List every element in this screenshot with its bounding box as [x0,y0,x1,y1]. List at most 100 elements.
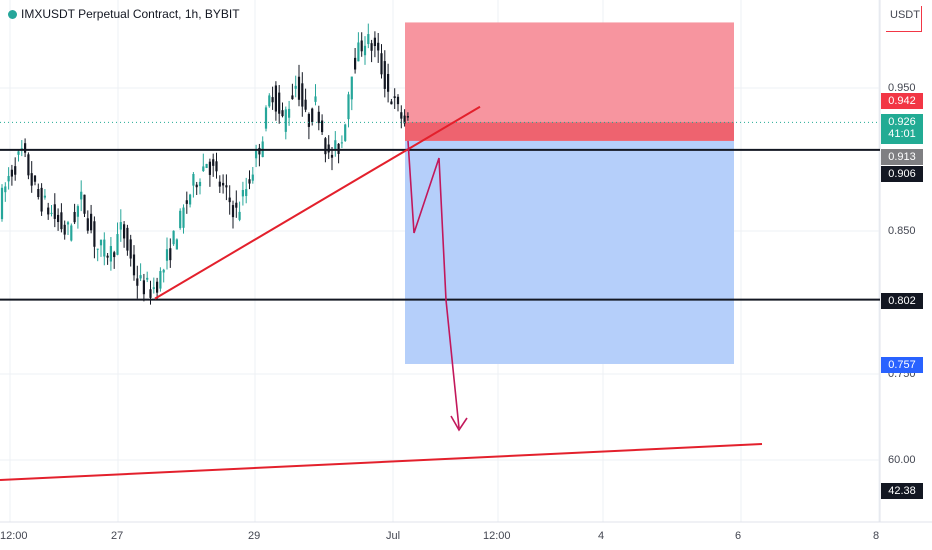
candle-body [228,197,231,203]
candle-body [357,42,360,62]
candle-body [10,169,13,177]
candle-body [123,224,126,239]
candle-body [212,159,215,166]
candle-body [205,163,208,168]
entry-price-tag: 0.913 [881,149,923,165]
support-price-tag: 0.802 [881,293,923,309]
candle-body [390,101,393,105]
candle-body [278,92,281,114]
candle-body [258,147,261,155]
candle-body [307,114,310,127]
candle-body [274,85,277,112]
candle-body [136,278,139,286]
trend-line [154,105,481,300]
candle-body [152,287,155,289]
candle-body [291,95,294,100]
candle-body [304,99,307,110]
candle-body [284,109,287,132]
candle-body [106,255,109,258]
candle-body [231,205,235,218]
candle-body [76,206,79,217]
candle-body [248,179,251,184]
candle-body [179,210,182,229]
candle-body [156,281,159,293]
candle-body [222,182,225,186]
candle-body [14,166,17,175]
candle-body [377,42,380,51]
candle-body [192,174,195,186]
candle-body [169,248,172,261]
candle-body [103,239,106,257]
open-loss-zone [405,122,734,141]
candle-body [387,73,390,92]
candle-body [337,143,340,154]
candle-body [146,277,149,280]
candle-body [0,187,4,220]
candle-body [268,95,271,107]
last-price-tag: 0.926 41:01 [881,114,923,144]
candle-body [73,211,76,223]
candle-body [317,111,320,124]
candle-body [96,248,99,250]
candle-body [30,173,33,186]
time-tick: 12:00 [483,530,511,542]
candle-body [83,194,86,214]
currency-label[interactable]: USDT [886,6,922,32]
candle-body [350,76,353,100]
drawing-overlays [0,105,880,481]
extra-price-tag: 42.38 [881,483,923,499]
candle-body [175,239,178,250]
candle-body [142,280,145,295]
candle-body [149,289,152,298]
candle-body [334,140,337,149]
candle-body [225,185,228,188]
candle-body [165,249,169,261]
candle-body [363,45,367,56]
time-tick: 4 [598,530,605,542]
candle-body [255,149,258,159]
candle-body [86,218,89,231]
stop-loss-zone [405,22,734,141]
candle-body [393,96,396,99]
candle-body [50,212,53,214]
candle-body [113,252,116,258]
time-tick: 6 [735,530,742,542]
candle-body [198,181,202,187]
candle-body [403,115,406,124]
candle-body [189,194,192,205]
candle-body [195,184,198,188]
candle-body [185,200,188,204]
candle-body [383,61,386,89]
candle-body [40,187,43,212]
candle-body [99,239,103,246]
candle-body [139,275,142,279]
candle-body [116,234,119,255]
candle-body [288,108,291,118]
resistance-price-tag: 0.906 [881,166,923,182]
candle-body [172,230,175,245]
candle-body [202,166,205,171]
price-tick: 60.00 [888,454,916,466]
candle-body [297,76,301,100]
candle-body [126,227,129,251]
symbol-title: IMXUSDT Perpetual Contract, 1h, BYBIT [21,7,240,21]
target-price-tag: 0.757 [881,357,923,373]
candle-body [57,214,60,223]
candle-body [47,207,50,215]
candle-body [215,161,218,172]
market-status-dot [8,10,17,19]
candle-body [324,138,327,155]
currency-text: USDT [890,9,920,21]
candle-body [63,224,66,235]
candle-body [238,211,241,220]
candle-body [119,222,122,230]
candle-body [4,186,7,193]
candle-body [344,124,347,141]
last-price: 0.926 [888,116,916,128]
candle-body [245,189,248,197]
candle-body [264,107,268,129]
candle-body [53,204,56,219]
candle-body [24,143,27,153]
candle-body [367,34,370,45]
